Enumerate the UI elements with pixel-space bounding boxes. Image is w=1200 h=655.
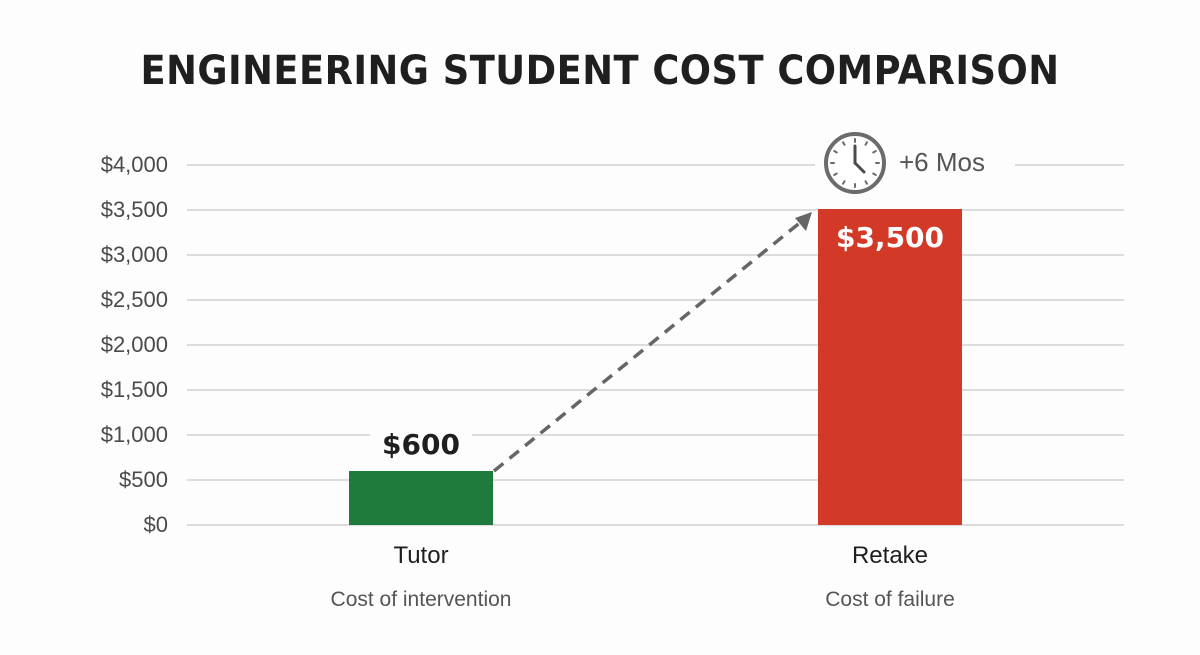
gridline bbox=[187, 209, 1124, 211]
chart-title: ENGINEERING STUDENT COST COMPARISON bbox=[140, 48, 1060, 94]
category-label-retake: Retake bbox=[851, 542, 929, 569]
gridline bbox=[187, 254, 1124, 256]
y-tick-label: $2,000 bbox=[100, 332, 168, 357]
y-tick-label: $1,000 bbox=[100, 422, 168, 447]
gridline bbox=[187, 344, 1124, 346]
gridline bbox=[187, 524, 1124, 526]
y-tick-label: $1,500 bbox=[100, 377, 168, 402]
label-background bbox=[370, 428, 472, 462]
bar-retake[interactable] bbox=[818, 209, 962, 525]
y-tick-label: $2,500 bbox=[100, 287, 168, 312]
y-tick-label: $3,500 bbox=[100, 197, 168, 222]
bar-tutor[interactable] bbox=[349, 471, 493, 525]
y-tick-label: $4,000 bbox=[100, 152, 168, 177]
category-subtitle-retake: Cost of failure bbox=[825, 588, 955, 611]
gridline bbox=[187, 164, 1124, 166]
gridline bbox=[187, 479, 1124, 481]
y-tick-label: $3,000 bbox=[100, 242, 168, 267]
clock-icon bbox=[824, 132, 886, 194]
gridline bbox=[187, 389, 1124, 391]
annotation-text: +6 Mos bbox=[899, 147, 985, 177]
gridline bbox=[187, 299, 1124, 301]
bar-value-label-retake: $3,500 bbox=[835, 221, 945, 254]
gridline bbox=[187, 434, 1124, 436]
category-subtitle-tutor: Cost of intervention bbox=[330, 588, 512, 611]
bar-value-label-tutor: $600 bbox=[382, 428, 460, 461]
category-label-tutor: Tutor bbox=[393, 542, 449, 569]
y-tick-label: $500 bbox=[119, 467, 168, 492]
y-tick-label: $0 bbox=[143, 512, 168, 537]
